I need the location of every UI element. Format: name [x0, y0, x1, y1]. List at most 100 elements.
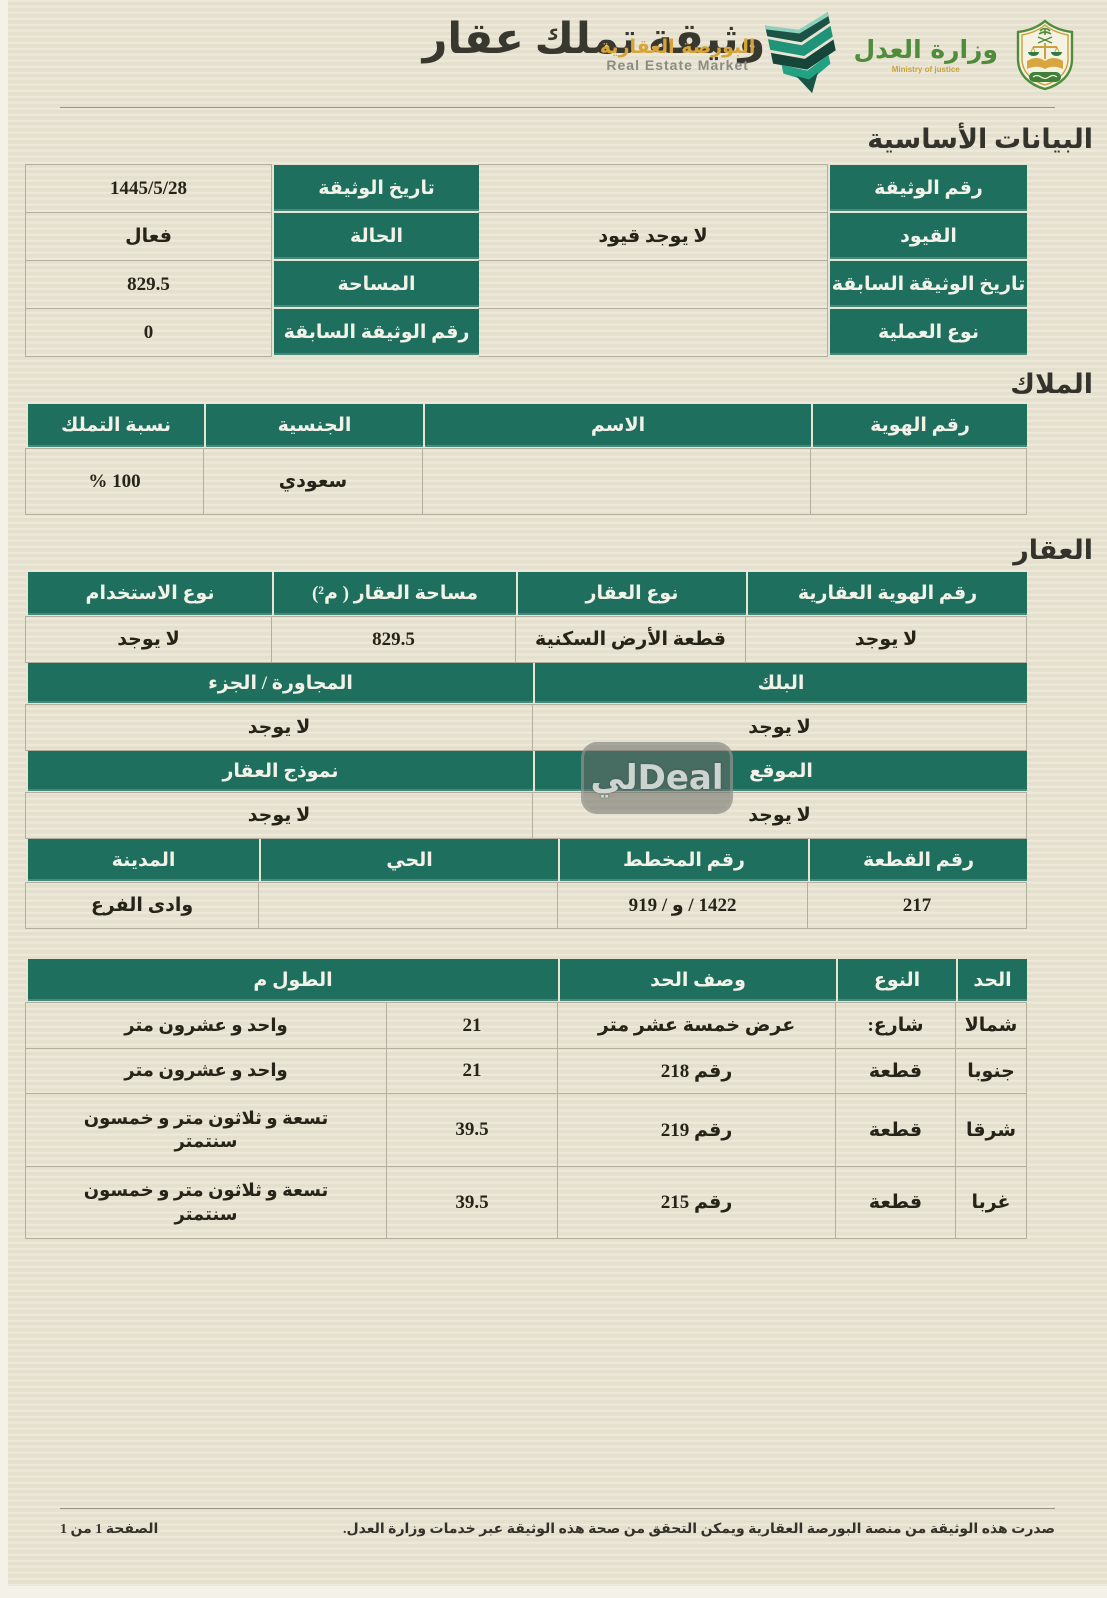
- boundary-length-text: واحد و عشرون متر: [25, 1002, 387, 1049]
- boundary-type: قطعة: [835, 1166, 956, 1239]
- field-label: نوع العملية: [828, 309, 1027, 357]
- ministry-of-justice-arabic-label: وزارة العدل: [853, 34, 998, 64]
- real-estate-market-wordmark: البورصة العقارية Real Estate Market: [599, 35, 756, 73]
- plot-number-value: 217: [807, 882, 1027, 929]
- table-row: 217 1422 / و / 919 وادى الفرع: [25, 882, 1027, 929]
- footer-note: صدرت هذه الوثيقة من منصة البورصة العقاري…: [342, 1522, 1055, 1537]
- column-header: المدينة: [26, 839, 259, 883]
- boundary-side: جنوبا: [955, 1048, 1027, 1094]
- boundary-desc: رقم 219: [557, 1093, 836, 1167]
- boundary-side: شمالا: [955, 1002, 1027, 1049]
- document-footer: صدرت هذه الوثيقة من منصة البورصة العقاري…: [60, 1508, 1055, 1538]
- deed-document-page: وثيقة تملك عقار البورصة العقارية Real Es…: [8, 0, 1107, 1586]
- column-header: نسبة التملك: [26, 404, 204, 449]
- column-header: رقم المخطط: [558, 839, 808, 883]
- basic-info-table: رقم الوثيقة تاريخ الوثيقة 1445/5/28 القي…: [25, 164, 1027, 357]
- table-header-row: رقم الهوية العقارية نوع العقار مساحة الع…: [26, 572, 1027, 617]
- boundary-length-number: 21: [386, 1002, 558, 1049]
- column-header: نوع الاستخدام: [26, 572, 272, 617]
- field-label: الحالة: [272, 213, 479, 261]
- field-value: [478, 308, 828, 357]
- table-row: القيود لا يوجد قيود الحالة فعال: [25, 212, 1027, 261]
- field-label: القيود: [828, 213, 1027, 261]
- real-estate-market-arabic-label: البورصة العقارية: [599, 35, 756, 58]
- column-header: الاسم: [423, 404, 811, 449]
- deal-watermark: ليDeal: [581, 742, 733, 814]
- column-header: نوع العقار: [516, 572, 746, 617]
- column-header: الحد: [956, 959, 1027, 1003]
- header-divider: [60, 107, 1055, 108]
- column-header: الحي: [259, 839, 558, 883]
- ministry-of-justice-english-label: Ministry of justice: [891, 64, 960, 74]
- column-header: النوع: [836, 959, 956, 1003]
- plan-number-value: 1422 / و / 919: [557, 882, 808, 929]
- field-label: رقم الوثيقة السابقة: [272, 309, 479, 357]
- column-header: مساحة العقار ( م²): [272, 572, 516, 617]
- column-header: البلك: [533, 663, 1027, 705]
- section-title-basic-info: البيانات الأساسية: [867, 124, 1093, 154]
- boundary-side: غربا: [955, 1166, 1027, 1239]
- document-title: وثيقة تملك عقار: [422, 16, 767, 63]
- field-label: رقم الوثيقة: [828, 165, 1027, 213]
- field-value: 1445/5/28: [25, 164, 272, 213]
- real-estate-market-english-label: Real Estate Market: [606, 56, 749, 73]
- field-value: [478, 164, 828, 213]
- ministry-of-justice-wordmark: وزارة العدل Ministry of justice: [853, 37, 998, 74]
- field-label: تاريخ الوثيقة: [272, 165, 479, 213]
- field-value: 829.5: [25, 260, 272, 309]
- table-row: جنوبا قطعة رقم 218 21 واحد و عشرون متر: [25, 1048, 1027, 1094]
- table-row: غربا قطعة رقم 215 39.5 تسعة و ثلاثون متر…: [25, 1166, 1027, 1239]
- table-row: نوع العملية رقم الوثيقة السابقة 0: [25, 308, 1027, 357]
- column-header: وصف الحد: [558, 959, 836, 1003]
- field-value: [478, 260, 828, 309]
- column-header: الجنسية: [204, 404, 423, 449]
- field-label: المساحة: [272, 261, 479, 309]
- district-part-value: لا يوجد: [25, 704, 533, 751]
- owners-table: رقم الهوية الاسم الجنسية نسبة التملك سعو…: [25, 404, 1027, 515]
- deal-watermark-text: ليDeal: [590, 758, 724, 798]
- owner-share-value: 100 %: [25, 448, 204, 515]
- boundary-desc: رقم 218: [557, 1048, 836, 1094]
- boundary-side: شرقا: [955, 1093, 1027, 1167]
- field-value: 0: [25, 308, 272, 357]
- owner-nationality-value: سعودي: [203, 448, 423, 515]
- boundary-desc: عرض خمسة عشر متر: [557, 1002, 836, 1049]
- table-header-row: رقم الهوية الاسم الجنسية نسبة التملك: [26, 404, 1027, 449]
- property-type-value: قطعة الأرض السكنية: [515, 616, 746, 663]
- table-row: شمالا شارع: عرض خمسة عشر متر 21 واحد و ع…: [25, 1002, 1027, 1049]
- table-header-row: الموقع نموذج العقار: [26, 751, 1027, 793]
- table-row: سعودي 100 %: [25, 448, 1027, 515]
- table-row: شرقا قطعة رقم 219 39.5 تسعة و ثلاثون متر…: [25, 1093, 1027, 1167]
- property-id-value: لا يوجد: [745, 616, 1027, 663]
- boundary-type: شارع:: [835, 1002, 956, 1049]
- field-value: فعال: [25, 212, 272, 261]
- property-usage-value: لا يوجد: [25, 616, 272, 663]
- table-header-row: رقم القطعة رقم المخطط الحي المدينة: [26, 839, 1027, 883]
- owner-id-value: [810, 448, 1027, 515]
- boundary-type: قطعة: [835, 1093, 956, 1167]
- column-header: رقم الهوية: [811, 404, 1027, 449]
- table-header-row: البلك المجاورة / الجزء: [26, 663, 1027, 705]
- real-estate-market-map-icon: [765, 12, 838, 96]
- boundary-type: قطعة: [835, 1048, 956, 1094]
- boundary-length-text: واحد و عشرون متر: [25, 1048, 387, 1094]
- column-header: المجاورة / الجزء: [26, 663, 533, 705]
- property-area-value: 829.5: [271, 616, 516, 663]
- boundary-length-text: تسعة و ثلاثون متر و خمسون سنتمتر: [25, 1166, 387, 1239]
- section-title-owners: الملاك: [1010, 369, 1093, 399]
- city-value: وادى الفرع: [25, 882, 259, 929]
- column-header: الطول م: [26, 959, 558, 1003]
- table-row: لا يوجد لا يوجد: [25, 704, 1027, 751]
- boundary-length-text: تسعة و ثلاثون متر و خمسون سنتمتر: [25, 1093, 387, 1167]
- section-title-property: العقار: [1013, 535, 1093, 565]
- boundary-length-number: 21: [386, 1048, 558, 1094]
- ministry-of-justice-emblem-icon: [1013, 19, 1077, 91]
- owner-name-value: [422, 448, 811, 515]
- page-number: الصفحة 1 من 1: [60, 1522, 159, 1537]
- boundaries-table: الحد النوع وصف الحد الطول م شمالا شارع: …: [25, 959, 1027, 1239]
- table-header-row: الحد النوع وصف الحد الطول م: [26, 959, 1027, 1003]
- column-header: رقم القطعة: [808, 839, 1027, 883]
- table-row: لا يوجد قطعة الأرض السكنية 829.5 لا يوجد: [25, 616, 1027, 663]
- table-row: تاريخ الوثيقة السابقة المساحة 829.5: [25, 260, 1027, 309]
- property-model-value: لا يوجد: [25, 792, 533, 839]
